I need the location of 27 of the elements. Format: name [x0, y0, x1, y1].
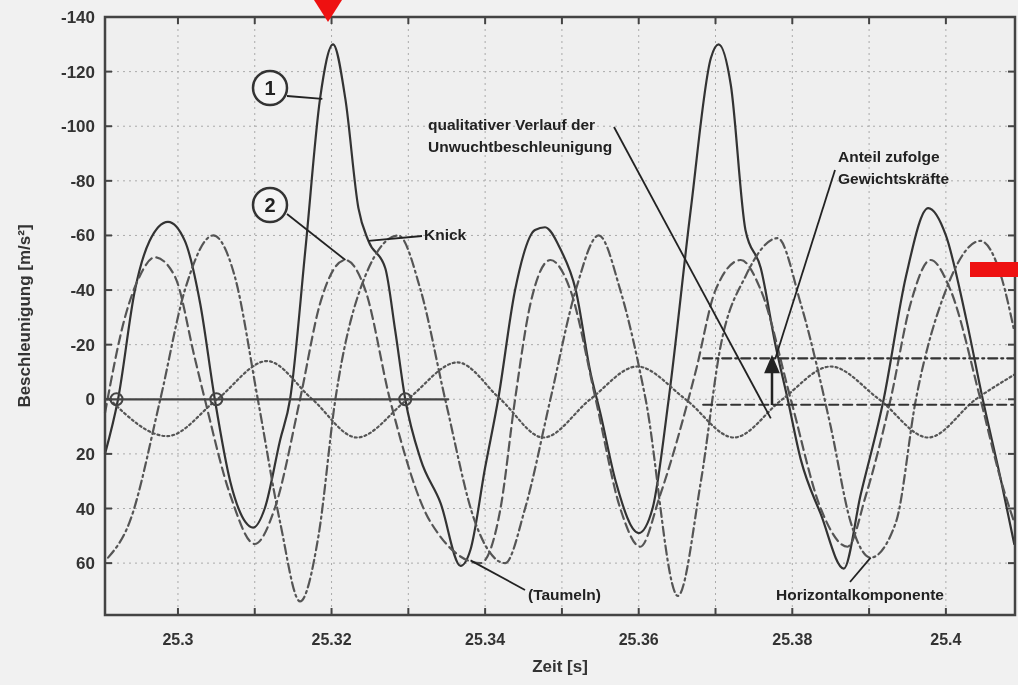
y-tick-label: 0	[85, 390, 95, 410]
y-tick-label: -120	[60, 62, 95, 82]
annotation: Knick	[424, 226, 467, 243]
y-tick-label: -40	[70, 281, 95, 301]
annotation: (Taumeln)	[528, 586, 601, 603]
x-axis-title: Zeit [s]	[532, 657, 588, 676]
y-tick-label: -140	[60, 8, 95, 27]
y-tick-label: -100	[60, 117, 95, 137]
line-series	[103, 43, 1016, 570]
annotation: Horizontalkomponente	[776, 586, 945, 603]
y-tick-label: 60	[76, 554, 95, 574]
x-tick-label: 25.38	[772, 631, 813, 648]
annotation: qualitativer Verlauf der Unwuchtbeschleunigung	[428, 116, 613, 155]
annotation: 2	[264, 194, 276, 216]
x-tick-label: 25.34	[465, 631, 506, 648]
annotation: Anteil zufolge Gewichtskräfte	[838, 148, 950, 187]
x-tick-label: 25.4	[930, 631, 962, 648]
y-tick-label: -20	[70, 335, 95, 355]
y-tick-label: 20	[76, 444, 95, 464]
x-tick-label: 25.36	[618, 631, 659, 648]
annotation: 1	[264, 77, 276, 99]
x-tick-label: 25.32	[311, 631, 352, 648]
y-tick-label: -60	[70, 226, 95, 246]
y-axis-title: Beschleunigung [m/s²]	[15, 224, 34, 408]
y-tick-label: -80	[70, 171, 95, 191]
y-tick-label: 40	[76, 499, 95, 519]
x-tick-label: 25.3	[162, 631, 194, 648]
